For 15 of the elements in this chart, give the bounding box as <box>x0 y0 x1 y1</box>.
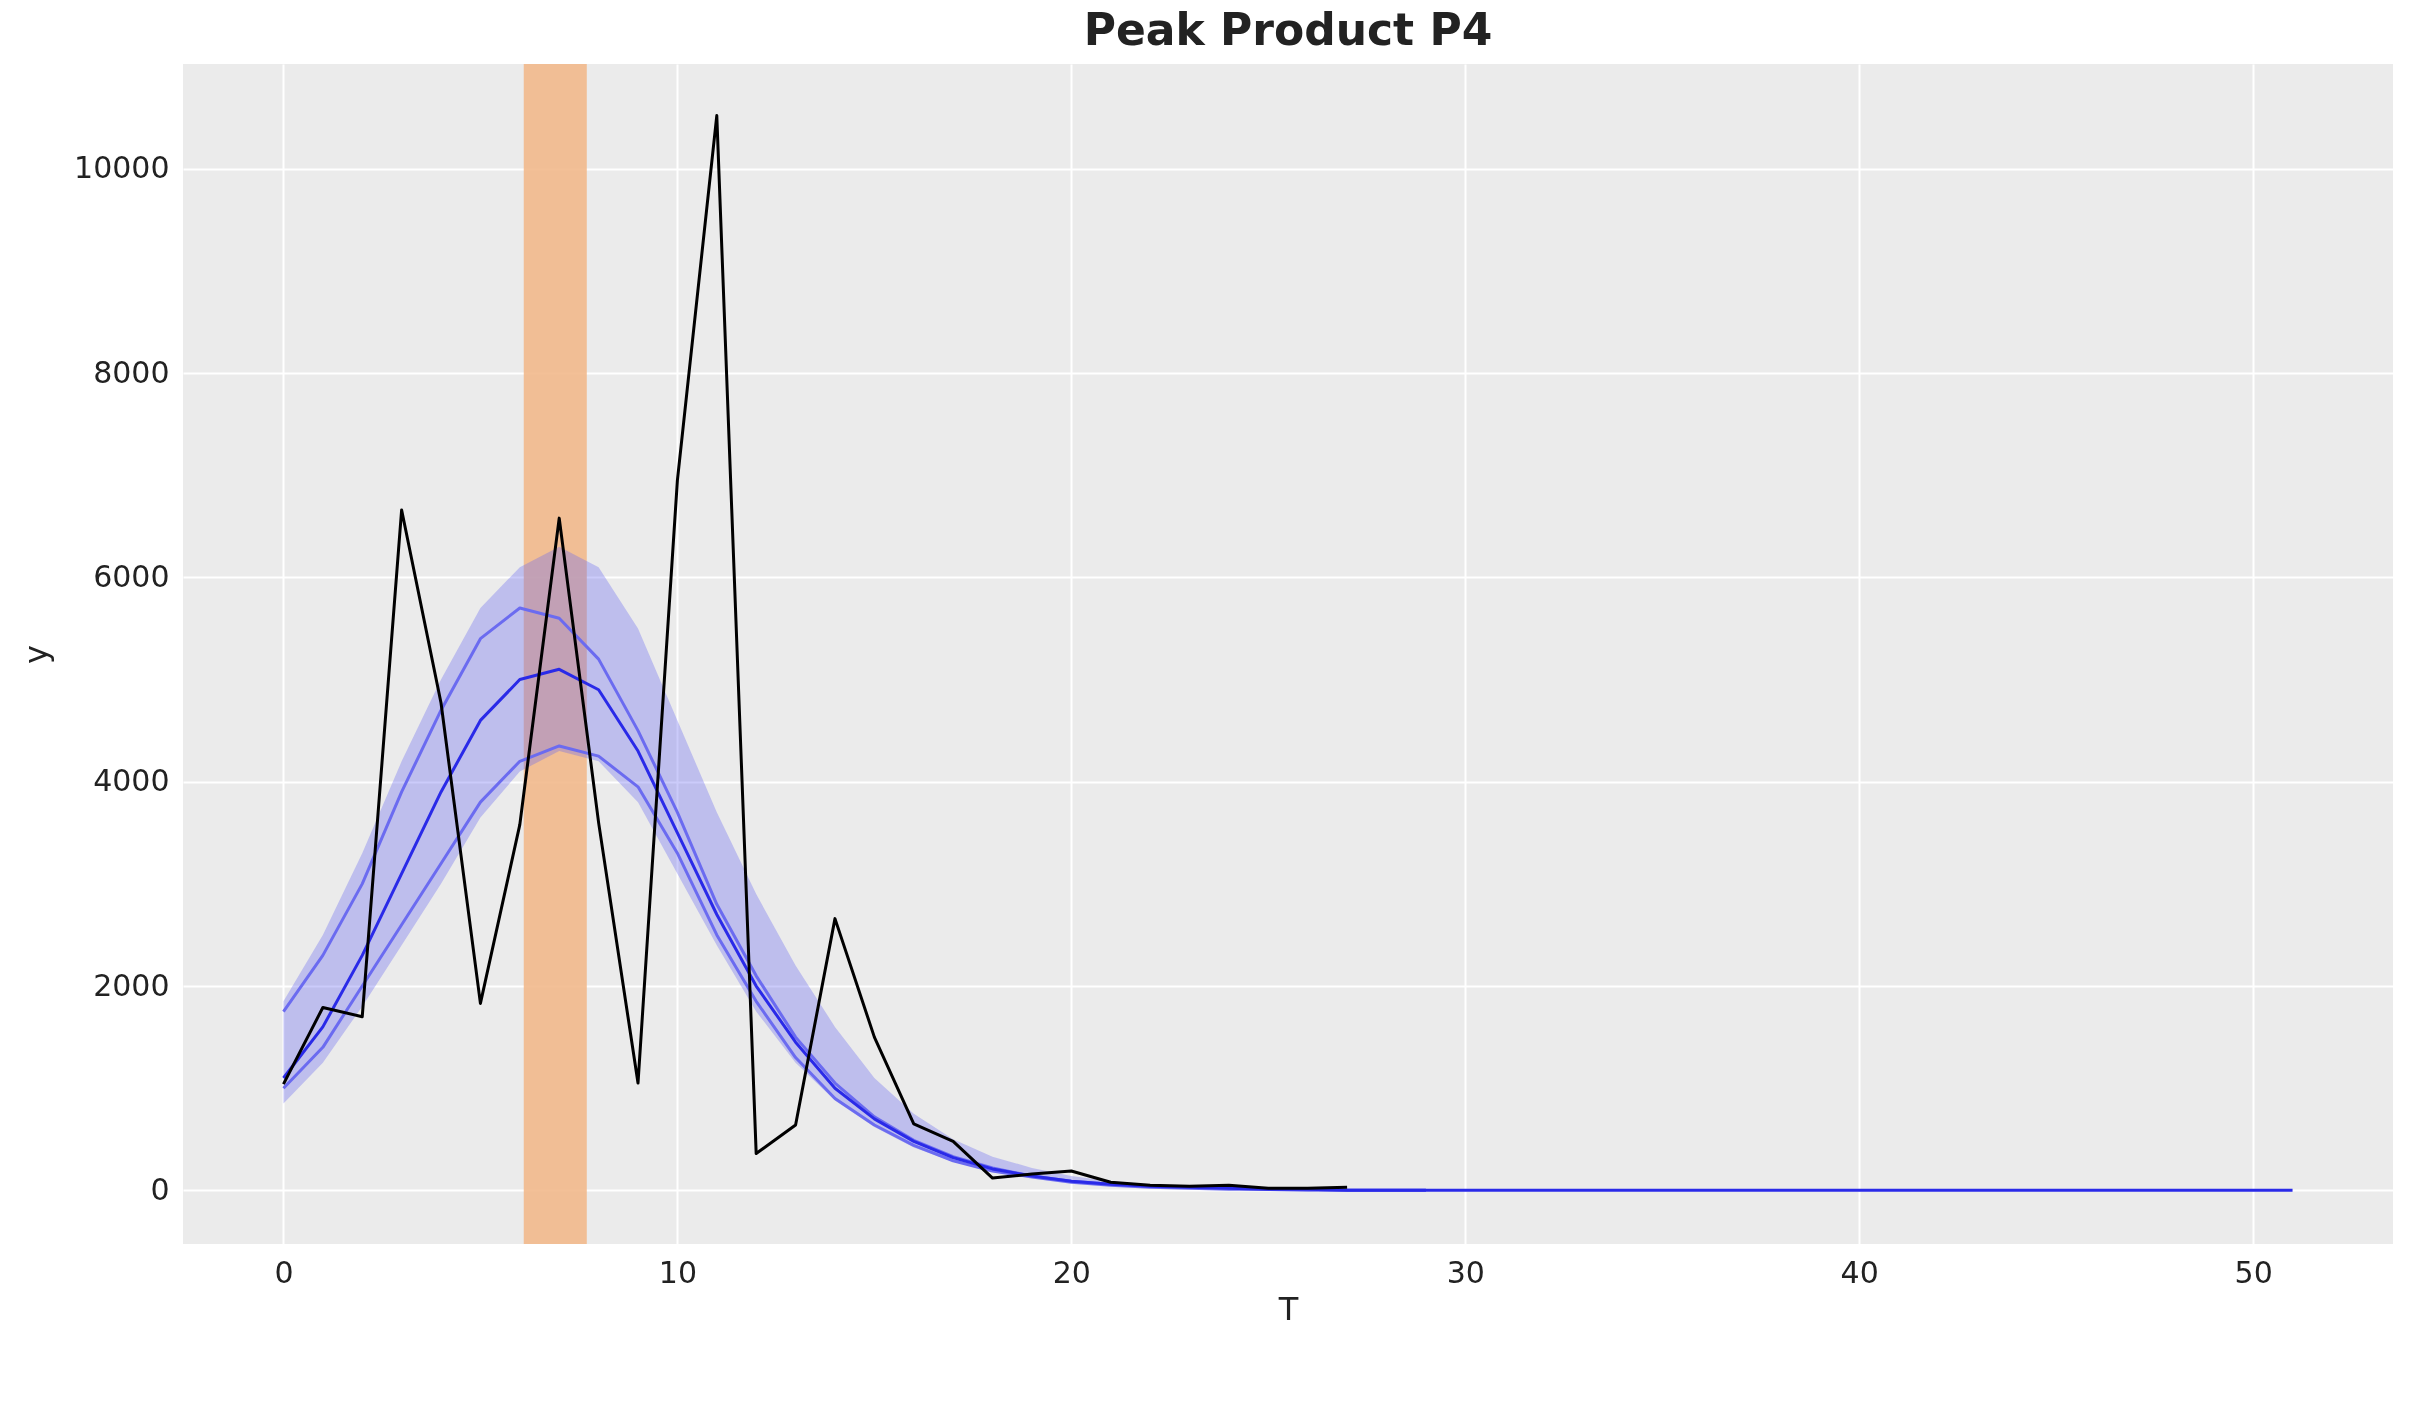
x-tick-label: 20 <box>1052 1254 1091 1290</box>
x-tick-label: 30 <box>1446 1254 1485 1290</box>
x-tick-label: 10 <box>658 1254 697 1290</box>
y-tick-label: 8000 <box>93 354 170 390</box>
x-tick-label: 40 <box>1840 1254 1879 1290</box>
x-tick-label: 0 <box>274 1254 294 1290</box>
y-tick-label: 2000 <box>93 967 170 1003</box>
chart-title: Peak Product P4 <box>1083 4 1493 55</box>
y-tick-label: 4000 <box>93 763 170 799</box>
x-tick-label: 50 <box>2234 1254 2273 1290</box>
y-tick-label: 6000 <box>93 558 170 594</box>
y-tick-label: 10000 <box>74 150 170 186</box>
y-axis-title: y <box>17 645 56 664</box>
y-tick-label: 0 <box>150 1171 170 1207</box>
x-axis-title: T <box>1277 1289 1299 1328</box>
